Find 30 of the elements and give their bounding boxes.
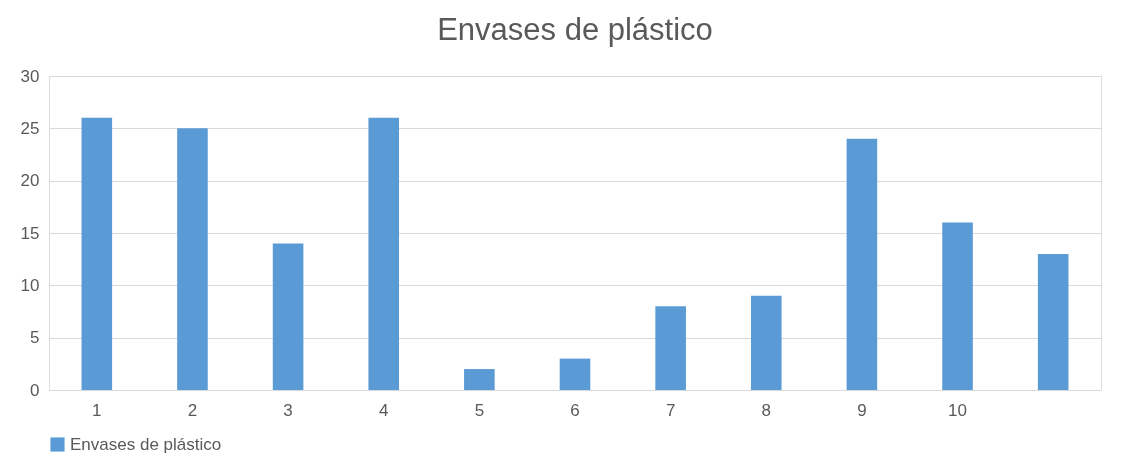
y-tick-label: 25	[20, 118, 40, 138]
bar	[1037, 253, 1069, 390]
bar	[177, 128, 208, 390]
bar	[846, 138, 878, 390]
bar	[464, 369, 495, 390]
x-tick-label: 8	[761, 400, 772, 420]
x-tick-label: 4	[378, 400, 389, 420]
y-tick-label: 10	[20, 275, 40, 295]
chart-title: Envases de plástico	[437, 12, 713, 47]
x-tick-label: 7	[665, 400, 676, 420]
x-tick-label: 10	[948, 400, 968, 420]
x-tick-label: 5	[474, 400, 485, 420]
bar	[368, 117, 400, 390]
bar	[272, 243, 304, 390]
x-tick-label: 1	[92, 400, 102, 420]
x-tick-label: 2	[187, 400, 198, 420]
y-tick-label: 20	[20, 171, 40, 191]
bar	[942, 222, 973, 390]
y-tick-label: 15	[20, 223, 40, 243]
x-tick-label: 6	[570, 400, 580, 420]
bar	[750, 295, 782, 390]
y-tick-label: 0	[30, 380, 40, 400]
bar	[655, 306, 686, 390]
bar	[81, 117, 113, 390]
y-tick-label: 30	[20, 66, 40, 86]
bar	[559, 358, 591, 390]
legend-label: Envases de plástico	[70, 434, 222, 454]
x-tick-label: 3	[283, 400, 293, 420]
y-tick-label: 5	[30, 328, 40, 348]
x-tick-label: 9	[857, 400, 867, 420]
